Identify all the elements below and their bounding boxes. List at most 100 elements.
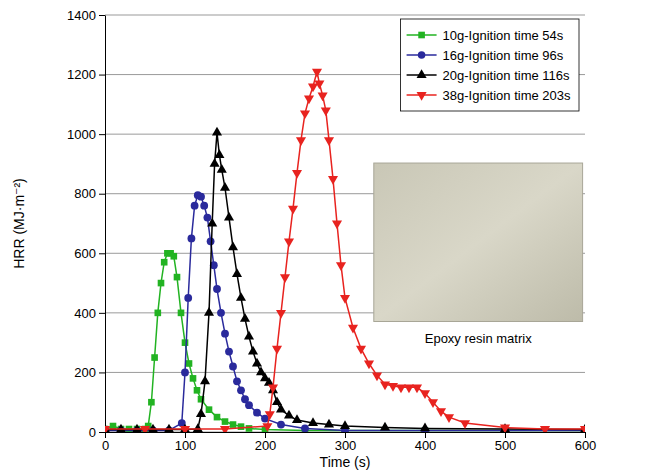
legend-label: 16g-Ignition time 96s — [443, 48, 564, 63]
y-axis: 0200400600800100012001400 — [67, 8, 105, 440]
marker — [238, 423, 245, 430]
marker — [174, 274, 181, 281]
marker — [148, 399, 155, 406]
marker — [197, 193, 205, 201]
marker — [154, 310, 161, 317]
marker — [214, 414, 221, 421]
tick-label: 0 — [89, 425, 96, 440]
marker — [428, 399, 438, 408]
tick: 400 — [74, 306, 105, 321]
marker — [444, 414, 454, 423]
marker — [396, 384, 406, 393]
y-axis-title: HRR (MJ·m⁻²) — [11, 178, 27, 269]
tick: 600 — [74, 246, 105, 261]
marker — [228, 242, 238, 251]
marker — [420, 390, 430, 399]
marker — [217, 164, 227, 173]
marker — [132, 424, 142, 432]
tick: 200 — [255, 432, 277, 453]
marker — [436, 408, 446, 417]
tick-mark — [99, 372, 105, 373]
marker — [580, 426, 585, 432]
marker — [292, 414, 302, 423]
marker — [540, 426, 550, 432]
marker — [191, 202, 199, 210]
tick: 200 — [74, 365, 105, 380]
marker — [332, 221, 342, 230]
legend: 10g-Ignition time 54s16g-Ignition time 9… — [401, 19, 579, 111]
legend-entry: 16g-Ignition time 96s — [407, 48, 564, 63]
marker — [186, 360, 193, 367]
marker — [184, 294, 192, 302]
tick-label: 200 — [74, 365, 96, 380]
marker — [116, 424, 126, 432]
marker — [161, 259, 168, 266]
marker — [500, 425, 510, 432]
tick: 0 — [102, 432, 109, 453]
tick-mark — [345, 432, 346, 438]
marker — [244, 331, 254, 340]
tick: 1000 — [67, 127, 105, 142]
x-axis-title: Time (s) — [320, 454, 371, 470]
marker — [220, 426, 230, 432]
marker — [276, 310, 286, 319]
marker — [229, 363, 237, 371]
tick-label: 1200 — [67, 67, 96, 82]
marker — [180, 426, 190, 432]
marker — [220, 182, 230, 191]
marker — [420, 423, 430, 432]
marker — [230, 421, 237, 428]
marker — [276, 404, 286, 413]
legend-marker — [418, 32, 425, 39]
inset-image — [374, 163, 583, 321]
marker — [265, 411, 275, 420]
tick-label: 400 — [415, 438, 437, 453]
marker — [277, 421, 285, 429]
marker — [262, 423, 272, 432]
marker — [105, 426, 110, 432]
marker — [193, 423, 203, 432]
marker — [272, 346, 282, 355]
tick-mark — [99, 313, 105, 314]
marker — [296, 137, 306, 146]
marker — [237, 386, 245, 394]
axis-line — [105, 16, 106, 433]
marker — [182, 339, 189, 346]
legend-label: 38g-Ignition time 203s — [443, 88, 571, 103]
chart: Epoxy resin matrix0100200300400500600020… — [0, 0, 647, 473]
tick-mark — [185, 432, 186, 438]
tick-label: 0 — [102, 438, 109, 453]
legend-marker — [418, 51, 425, 58]
tick-mark — [585, 432, 586, 438]
marker — [412, 384, 422, 393]
marker — [318, 93, 328, 102]
marker — [210, 158, 220, 167]
marker — [200, 202, 208, 210]
tick-mark — [99, 432, 105, 433]
tick: 100 — [175, 432, 197, 453]
marker — [248, 346, 258, 355]
marker — [336, 262, 346, 271]
series-line — [105, 253, 585, 430]
marker — [204, 307, 214, 316]
plot: Epoxy resin matrix0100200300400500600020… — [67, 8, 596, 454]
marker — [232, 268, 242, 277]
marker — [212, 127, 222, 136]
tick-label: 200 — [255, 438, 277, 453]
tick: 600 — [575, 432, 597, 453]
tick-mark — [99, 134, 105, 135]
marker — [280, 274, 290, 283]
tick-mark — [505, 432, 506, 438]
marker — [170, 253, 177, 260]
series-line — [105, 72, 585, 429]
marker — [233, 377, 241, 385]
tick-mark — [105, 432, 106, 438]
tick-mark — [99, 15, 105, 16]
tick-label: 600 — [575, 438, 597, 453]
marker — [194, 387, 201, 394]
marker — [460, 420, 470, 429]
marker — [148, 424, 158, 432]
marker — [301, 425, 309, 432]
tick: 1200 — [67, 67, 105, 82]
marker — [221, 330, 229, 338]
